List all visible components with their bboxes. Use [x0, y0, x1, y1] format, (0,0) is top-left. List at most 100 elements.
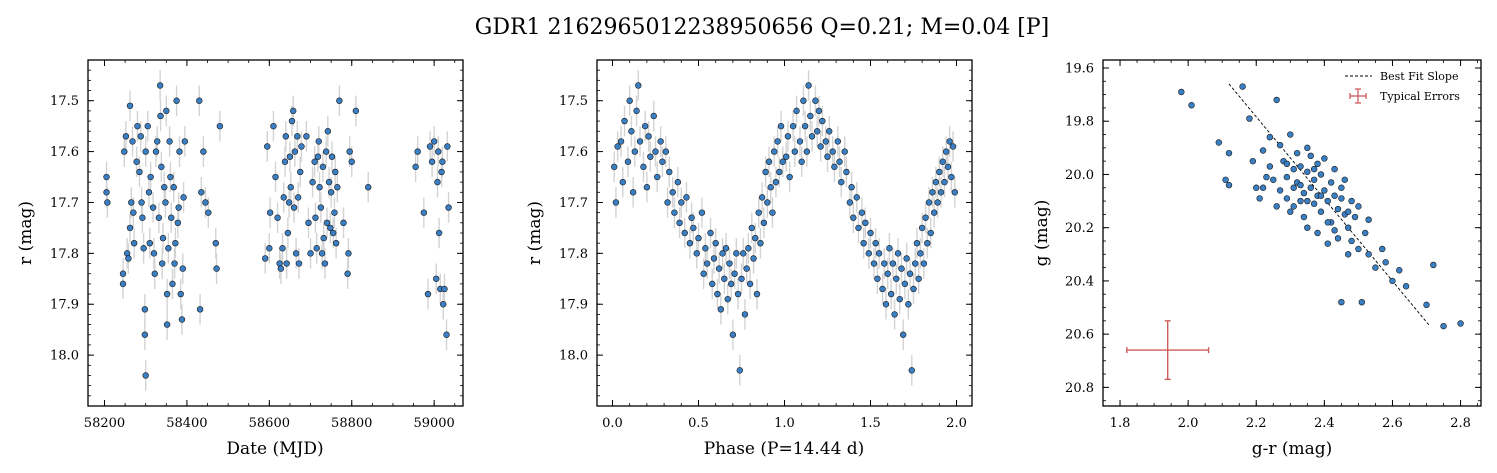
- cmd-data-point: [1338, 299, 1345, 306]
- cmd-data-point: [1283, 173, 1291, 181]
- phase-y-tick-label: 17.9: [559, 298, 588, 313]
- phase-data-point: [779, 158, 786, 165]
- time-data-point: [172, 239, 179, 247]
- cmd-data-point: [1276, 187, 1284, 194]
- time-data-point: [154, 138, 161, 145]
- time-data-point: [178, 316, 186, 323]
- time-y-tick-label: 17.9: [50, 298, 79, 313]
- phase-data-point: [784, 133, 792, 140]
- cmd-data-point: [1327, 179, 1335, 186]
- cmd-data-point: [1389, 277, 1396, 285]
- time-data-point: [280, 194, 287, 201]
- cmd-data-point: [1457, 320, 1464, 327]
- cmd-data-point: [1344, 224, 1352, 231]
- phase-data-point: [619, 178, 626, 186]
- legend-typical-errors-swatch: [1349, 88, 1367, 104]
- time-data-point: [179, 265, 186, 272]
- phase-data-point: [753, 290, 761, 298]
- phase-data-point: [610, 163, 618, 171]
- phase-data-point: [760, 219, 768, 227]
- time-data-point: [162, 199, 169, 206]
- phase-data-point: [879, 285, 886, 293]
- cmd-data-point: [1304, 224, 1311, 231]
- phase-data-point: [870, 260, 878, 267]
- cmd-data-point: [1259, 184, 1267, 191]
- phase-data-point: [925, 199, 933, 206]
- time-x-axis-label: Date (MJD): [226, 439, 323, 459]
- time-data-point: [320, 234, 327, 242]
- phase-data-point: [650, 112, 657, 120]
- time-data-point: [316, 184, 323, 191]
- time-data-point: [134, 122, 141, 130]
- phase-data-point: [946, 138, 953, 145]
- phase-data-point: [643, 184, 651, 191]
- phase-data-point: [633, 107, 640, 115]
- time-data-point: [287, 184, 294, 191]
- phase-y-tick-label: 18.0: [559, 349, 588, 364]
- phase-data-points: [610, 70, 958, 386]
- panel-phase: 0.0 0.5 1.0 1.5 2.017.517.617.717.817.918.0 …: [525, 59, 973, 459]
- phase-data-point: [867, 229, 874, 237]
- time-data-point: [119, 270, 127, 277]
- cmd-data-point: [1331, 165, 1338, 173]
- time-data-point: [272, 173, 279, 181]
- cmd-data-point: [1334, 235, 1342, 242]
- phase-data-point: [855, 224, 862, 232]
- phase-data-point: [724, 295, 731, 303]
- phase-data-point: [710, 255, 718, 262]
- cmd-data-point: [1348, 237, 1355, 245]
- phase-data-point: [944, 163, 952, 171]
- cmd-data-point: [1351, 213, 1359, 221]
- cmd-data-point: [1382, 259, 1389, 266]
- time-data-point: [205, 209, 212, 216]
- time-data-point: [176, 148, 183, 155]
- legend-label-best-fit: Best Fit Slope: [1380, 70, 1458, 83]
- time-data-point: [283, 260, 290, 267]
- time-data-point: [150, 250, 158, 257]
- phase-data-point: [719, 250, 726, 257]
- time-data-point: [438, 168, 445, 176]
- phase-data-point: [910, 285, 917, 293]
- time-data-point: [126, 224, 134, 232]
- cmd-data-point: [1297, 163, 1304, 170]
- phase-data-point: [614, 143, 621, 150]
- phase-x-tick-label: 0.5: [688, 416, 709, 431]
- phase-data-point: [712, 239, 719, 247]
- phase-data-point: [901, 280, 909, 288]
- time-data-point: [126, 102, 134, 109]
- cmd-data-point: [1334, 205, 1342, 213]
- cmd-data-point: [1324, 219, 1331, 226]
- cmd-data-point: [1297, 181, 1304, 189]
- phase-data-point: [774, 138, 781, 145]
- phase-data-point: [635, 82, 642, 89]
- time-data-point: [141, 331, 149, 338]
- time-data-point: [121, 148, 128, 155]
- cmd-data-point: [1372, 264, 1379, 271]
- time-data-point: [291, 148, 299, 155]
- phase-data-point: [922, 214, 929, 221]
- phase-data-point: [734, 290, 742, 298]
- time-data-point: [266, 245, 273, 252]
- time-data-point: [212, 239, 219, 247]
- time-x-tick-label: 58400: [166, 416, 207, 431]
- cmd-data-point: [1300, 213, 1308, 221]
- phase-data-point: [757, 239, 764, 247]
- time-data-point: [328, 153, 336, 160]
- time-data-point: [295, 260, 303, 267]
- phase-data-point: [872, 239, 879, 247]
- cmd-data-point: [1273, 96, 1280, 104]
- phase-data-point: [843, 168, 850, 176]
- time-data-point: [311, 158, 318, 165]
- cmd-data-point: [1287, 208, 1294, 215]
- time-x-tick-label: 58200: [84, 416, 125, 431]
- time-data-point: [147, 173, 154, 181]
- phase-data-point: [652, 148, 659, 155]
- time-data-point: [168, 214, 175, 221]
- time-data-point: [313, 245, 320, 252]
- time-data-point: [170, 184, 177, 191]
- time-data-point: [138, 199, 145, 206]
- cmd-data-point: [1256, 195, 1263, 202]
- time-data-point: [165, 245, 172, 252]
- phase-data-point: [917, 250, 924, 257]
